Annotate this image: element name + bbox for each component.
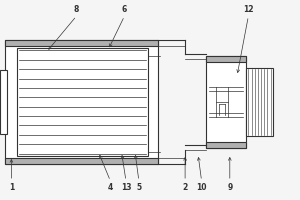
Bar: [17, 48, 148, 156]
Bar: [246, 68, 273, 136]
Bar: [206, 142, 246, 148]
Text: 4: 4: [108, 184, 113, 192]
Bar: [0, 70, 7, 134]
Text: 9: 9: [227, 184, 232, 192]
Text: 2: 2: [182, 184, 188, 192]
Text: 12: 12: [243, 4, 254, 14]
Bar: [5, 158, 158, 164]
Text: 1: 1: [9, 184, 14, 192]
Text: 10: 10: [196, 184, 207, 192]
Bar: [5, 40, 158, 164]
Bar: [5, 40, 158, 46]
Text: 6: 6: [122, 4, 127, 14]
Text: 5: 5: [136, 184, 142, 192]
Text: 13: 13: [121, 184, 131, 192]
Bar: [206, 56, 246, 148]
Text: 8: 8: [74, 4, 79, 14]
Bar: [206, 56, 246, 62]
